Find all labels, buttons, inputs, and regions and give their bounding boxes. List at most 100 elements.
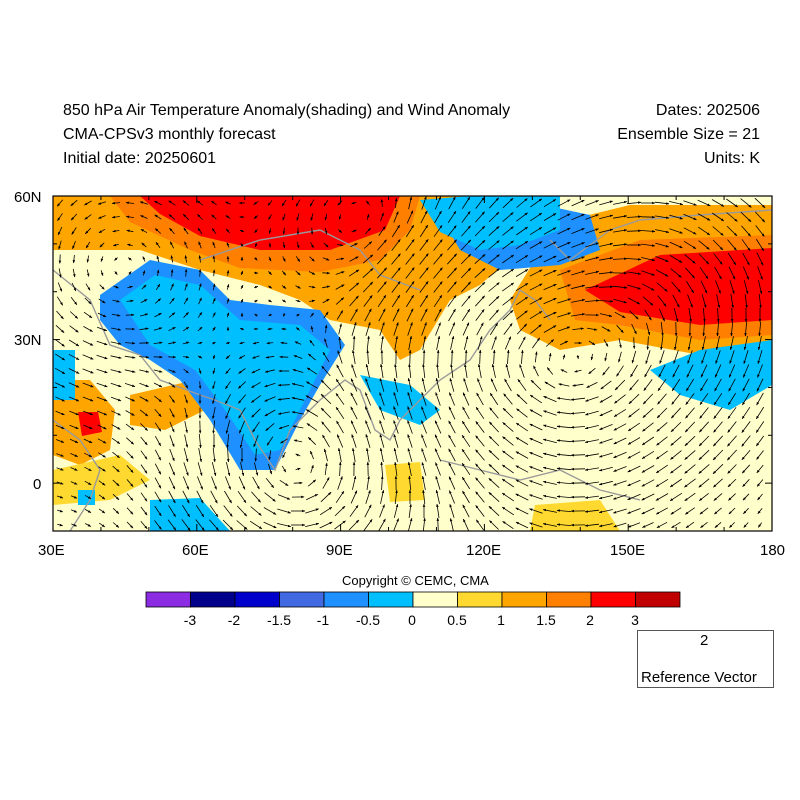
wind-arrow — [697, 226, 711, 236]
wind-arrow — [570, 426, 586, 429]
warm-anomaly-maritime — [385, 462, 425, 502]
wind-arrow — [743, 280, 749, 295]
wind-arrow — [754, 197, 766, 209]
wind-arrow — [570, 453, 586, 457]
wind-arrow — [447, 210, 457, 224]
wind-arrow — [84, 200, 92, 206]
wind-arrow — [475, 477, 485, 489]
wind-arrow — [238, 476, 246, 490]
wind-arrow — [613, 200, 628, 205]
wind-arrow — [266, 436, 274, 446]
wind-arrow — [756, 392, 764, 406]
wind-arrow — [488, 478, 500, 488]
wind-arrow — [502, 240, 514, 250]
wind-arrow — [447, 295, 457, 307]
wind-arrow — [366, 335, 370, 351]
wind-arrow — [168, 312, 176, 318]
wind-arrow — [336, 243, 344, 247]
colorbar — [145, 591, 681, 608]
wind-arrow — [612, 285, 628, 289]
wind-arrow — [557, 312, 572, 318]
wind-arrow — [265, 422, 275, 432]
wind-arrow — [713, 478, 723, 488]
wind-arrow — [153, 369, 163, 373]
wind-arrow — [571, 313, 586, 317]
wind-arrow — [557, 270, 571, 276]
wind-arrow — [614, 379, 626, 391]
wind-arrow — [306, 367, 318, 375]
wind-arrow — [265, 355, 275, 359]
wind-arrow — [56, 199, 64, 207]
wind-arrow — [543, 255, 557, 263]
wind-arrow — [727, 421, 737, 433]
wind-arrow — [449, 392, 455, 406]
wind-arrow — [83, 410, 94, 416]
wind-arrow — [519, 364, 525, 378]
wind-arrow — [338, 323, 342, 335]
wind-arrow — [529, 423, 543, 431]
wind-arrow — [211, 200, 217, 206]
wind-arrow — [277, 397, 291, 401]
wind-arrow — [154, 449, 162, 461]
wind-arrow — [599, 438, 613, 444]
wind-arrow — [140, 450, 148, 460]
wind-arrow — [529, 255, 543, 263]
wind-arrow — [84, 214, 92, 220]
wind-arrow — [655, 478, 669, 488]
wind-arrow — [139, 369, 150, 373]
wind-arrow — [557, 284, 571, 290]
wind-arrow — [421, 434, 427, 448]
wind-arrow — [240, 298, 244, 304]
wind-arrow — [352, 447, 356, 462]
wind-arrow — [68, 382, 80, 388]
wind-arrow — [543, 410, 557, 416]
wind-arrow — [502, 309, 514, 321]
wind-arrow — [728, 364, 736, 378]
wind-arrow — [687, 350, 693, 364]
wind-arrow — [655, 269, 669, 277]
wind-arrow — [280, 341, 288, 345]
wind-arrow — [645, 350, 651, 365]
wind-arrow — [421, 377, 426, 392]
wind-arrow — [545, 339, 555, 347]
wind-arrow — [72, 268, 76, 278]
wind-arrow — [335, 490, 345, 504]
wind-arrow — [534, 351, 538, 363]
wind-arrow — [713, 253, 723, 265]
wind-arrow — [111, 327, 122, 331]
wind-arrow — [169, 297, 175, 305]
wind-arrow — [742, 392, 750, 406]
wind-arrow — [599, 395, 613, 403]
wind-arrow — [335, 284, 345, 290]
wind-arrow — [642, 393, 654, 405]
wind-arrow — [434, 420, 442, 434]
wind-arrow — [254, 299, 258, 303]
wind-arrow — [394, 489, 398, 505]
wind-arrow — [756, 450, 764, 460]
wind-arrow — [212, 447, 216, 463]
wind-arrow — [488, 463, 500, 475]
wind-arrow — [237, 394, 247, 404]
wind-arrow — [646, 336, 650, 350]
wind-arrow — [613, 423, 627, 431]
wind-arrow — [488, 226, 500, 236]
wind-arrow — [698, 449, 710, 461]
wind-arrow — [616, 365, 624, 377]
wind-arrow — [502, 422, 514, 432]
wind-arrow — [613, 480, 627, 486]
wind-arrow — [598, 452, 613, 458]
wind-arrow — [140, 228, 148, 234]
wind-arrow — [348, 269, 360, 277]
wind-arrow — [683, 240, 697, 250]
wind-arrow — [641, 465, 655, 473]
colorbar-label: 0 — [408, 612, 416, 628]
wind-arrow — [183, 368, 189, 374]
wind-arrow — [98, 466, 106, 472]
wind-arrow — [502, 450, 514, 460]
wind-arrow — [556, 411, 572, 415]
wind-arrow — [154, 463, 162, 475]
wind-arrow — [700, 378, 708, 392]
reference-magnitude: 2 — [700, 632, 709, 649]
wind-arrow — [96, 382, 108, 388]
wind-arrow — [182, 476, 190, 490]
